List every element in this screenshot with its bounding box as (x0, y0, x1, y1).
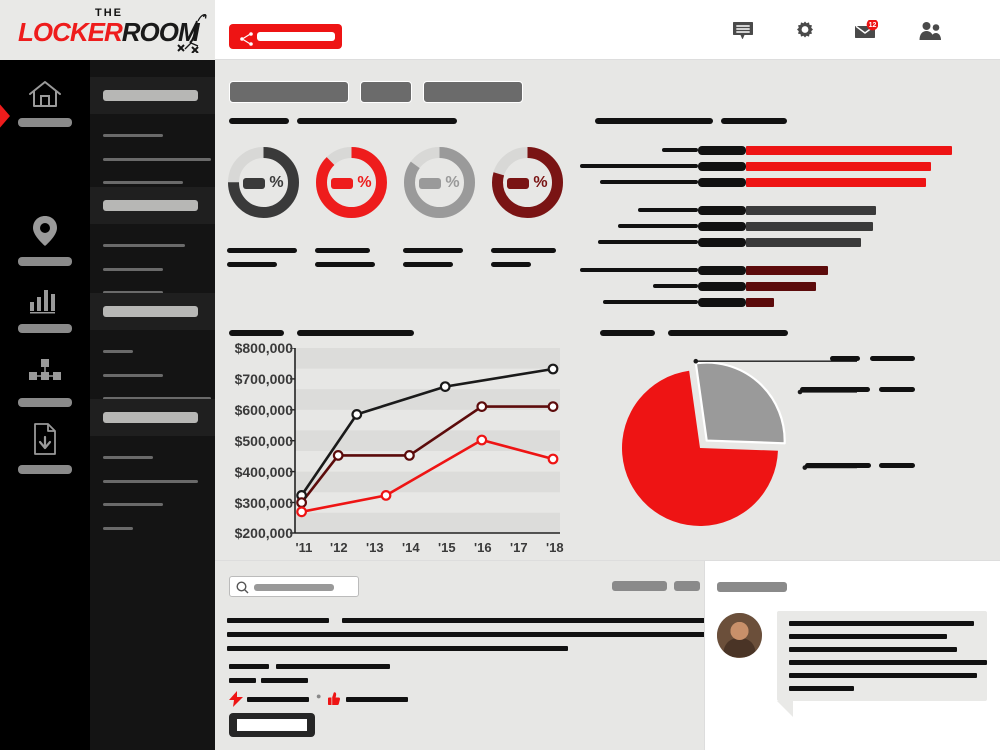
svg-text:12: 12 (869, 22, 877, 29)
